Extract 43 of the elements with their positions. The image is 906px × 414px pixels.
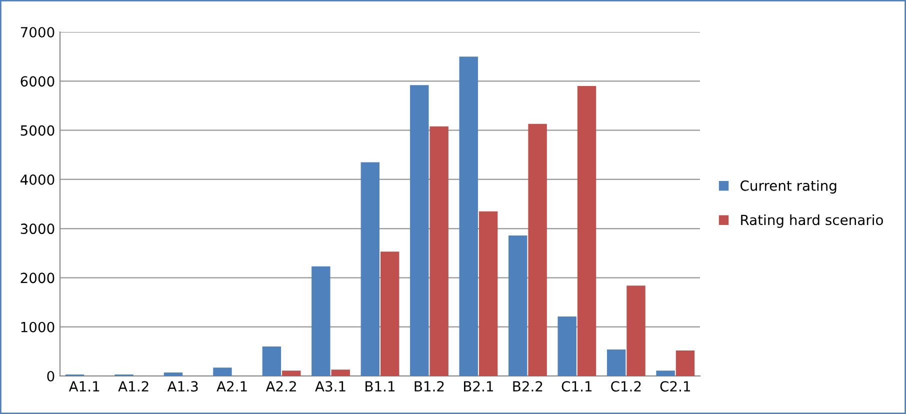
x-tick-label: A2.1 (216, 381, 247, 392)
x-tick-label: B2.1 (464, 381, 493, 392)
x-tick-label: B2.2 (513, 381, 542, 392)
bar (262, 346, 282, 376)
y-tick-label: 6000 (20, 76, 54, 87)
legend-label: Current rating (740, 180, 836, 194)
bar (430, 126, 448, 376)
y-tick-label: 7000 (20, 26, 54, 38)
bar (577, 86, 596, 376)
bar (558, 316, 576, 376)
x-tick-label: C1.1 (562, 381, 592, 392)
x-tick-label: A1.1 (68, 381, 100, 392)
bar (459, 56, 478, 376)
bar (676, 350, 695, 376)
bar (164, 372, 183, 376)
y-tick-label: 3000 (20, 224, 54, 234)
x-tick-label: A2.2 (266, 381, 296, 392)
x-tick-label: C1.2 (611, 381, 641, 392)
x-tick-label: A1.3 (167, 381, 198, 392)
x-tick-label: B1.2 (414, 381, 444, 392)
y-tick-label: 5000 (20, 125, 54, 136)
bar (606, 349, 626, 376)
bar (331, 370, 350, 376)
bar (478, 211, 498, 376)
bar (410, 85, 429, 376)
bar (312, 266, 330, 376)
bar (656, 370, 675, 376)
y-tick-label: 2000 (20, 272, 54, 284)
y-tick-label: 4000 (20, 174, 54, 185)
x-tick-label: A3.1 (315, 381, 346, 392)
y-tick-label: 0 (47, 370, 54, 382)
legend-label: Rating hard scenario (741, 214, 883, 228)
y-tick-label: 1000 (21, 322, 54, 332)
bar (360, 162, 380, 376)
bar (380, 252, 400, 376)
x-tick-label: A1.2 (118, 381, 148, 392)
x-tick-label: B1.1 (366, 381, 395, 392)
bar (213, 368, 232, 376)
bar (508, 235, 528, 376)
bar (528, 124, 547, 376)
x-tick-label: C2.1 (660, 381, 690, 392)
bar (626, 286, 646, 376)
bar (282, 370, 301, 376)
